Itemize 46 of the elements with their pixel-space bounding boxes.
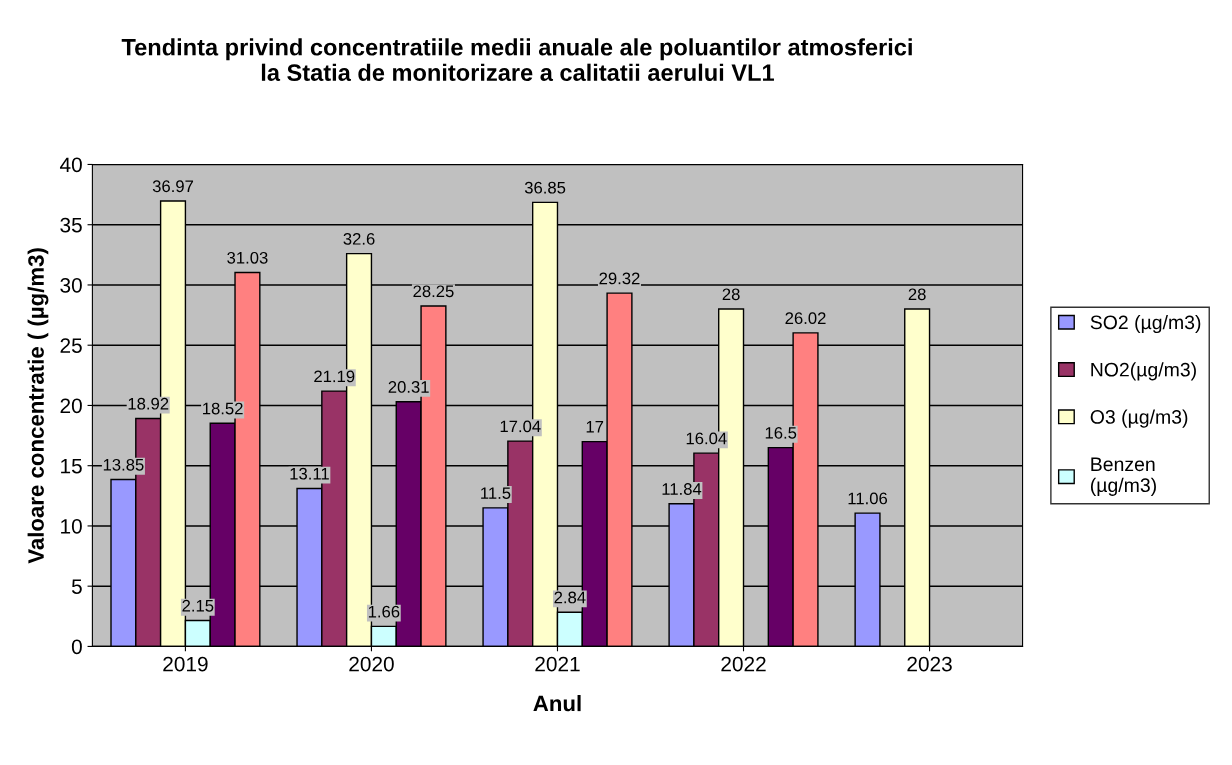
data-label: 18.52 [203, 402, 243, 415]
y-tick-label: 40 [59, 157, 82, 173]
y-tick-label: 30 [60, 277, 82, 293]
y-tick-label: 35 [60, 217, 82, 233]
data-label: 16.5 [765, 426, 797, 439]
data-label: 1.66 [368, 605, 400, 618]
data-label: 29.32 [599, 272, 640, 285]
data-label: 31.03 [227, 251, 268, 264]
data-label: 11.06 [848, 492, 888, 505]
data-label: 26.02 [785, 312, 826, 325]
data-label: 28.25 [413, 285, 454, 298]
x-tick-label: 2022 [721, 656, 766, 672]
y-tick-label: 0 [71, 639, 82, 655]
data-label: 17.04 [500, 420, 541, 433]
data-label: 28 [722, 288, 740, 301]
y-tick-label: 25 [60, 338, 82, 353]
data-label: 16.04 [686, 432, 727, 445]
data-label: 13.11 [290, 467, 329, 480]
legend-label: NO2(µg/m3) [1091, 362, 1196, 381]
data-label: 11.84 [662, 483, 702, 495]
y-tick-label: 5 [71, 579, 82, 594]
chart-title: Tendinta privind concentratiile medii anuale ale poluantilor atmosferici la Statia de monitorizare a calitatii aerului VL1 [121, 38, 912, 82]
data-label: 17 [586, 421, 604, 433]
y-tick-label: 20 [60, 398, 82, 414]
y-axis-title: Valoare concentratie ( (µg/m3) [27, 248, 49, 564]
x-tick-label: 2020 [349, 656, 394, 672]
y-tick-label: 10 [61, 518, 82, 534]
legend-label: O3 (µg/m3) [1090, 409, 1188, 428]
data-label: 32.6 [343, 232, 375, 245]
data-label: 28 [908, 288, 926, 301]
legend-label: SO2 (µg/m3) [1090, 314, 1201, 334]
y-tick-label: 15 [61, 458, 82, 474]
data-label: 18.92 [128, 397, 169, 410]
data-label: 36.97 [152, 180, 194, 193]
data-label: 13.85 [103, 458, 144, 471]
data-label: 11.5 [481, 487, 511, 500]
data-label: 36.85 [524, 181, 566, 194]
data-label: 20.31 [388, 381, 429, 393]
data-label: 21.19 [314, 370, 355, 383]
data-label: 2.84 [554, 591, 586, 604]
x-tick-label: 2021 [535, 656, 580, 672]
x-tick-label: 2019 [163, 656, 208, 672]
legend-label: Benzen (µg/m3) [1090, 457, 1156, 496]
x-tick-label: 2023 [907, 656, 952, 672]
x-axis-title: Anul [533, 695, 581, 712]
data-label: 2.15 [182, 599, 214, 612]
